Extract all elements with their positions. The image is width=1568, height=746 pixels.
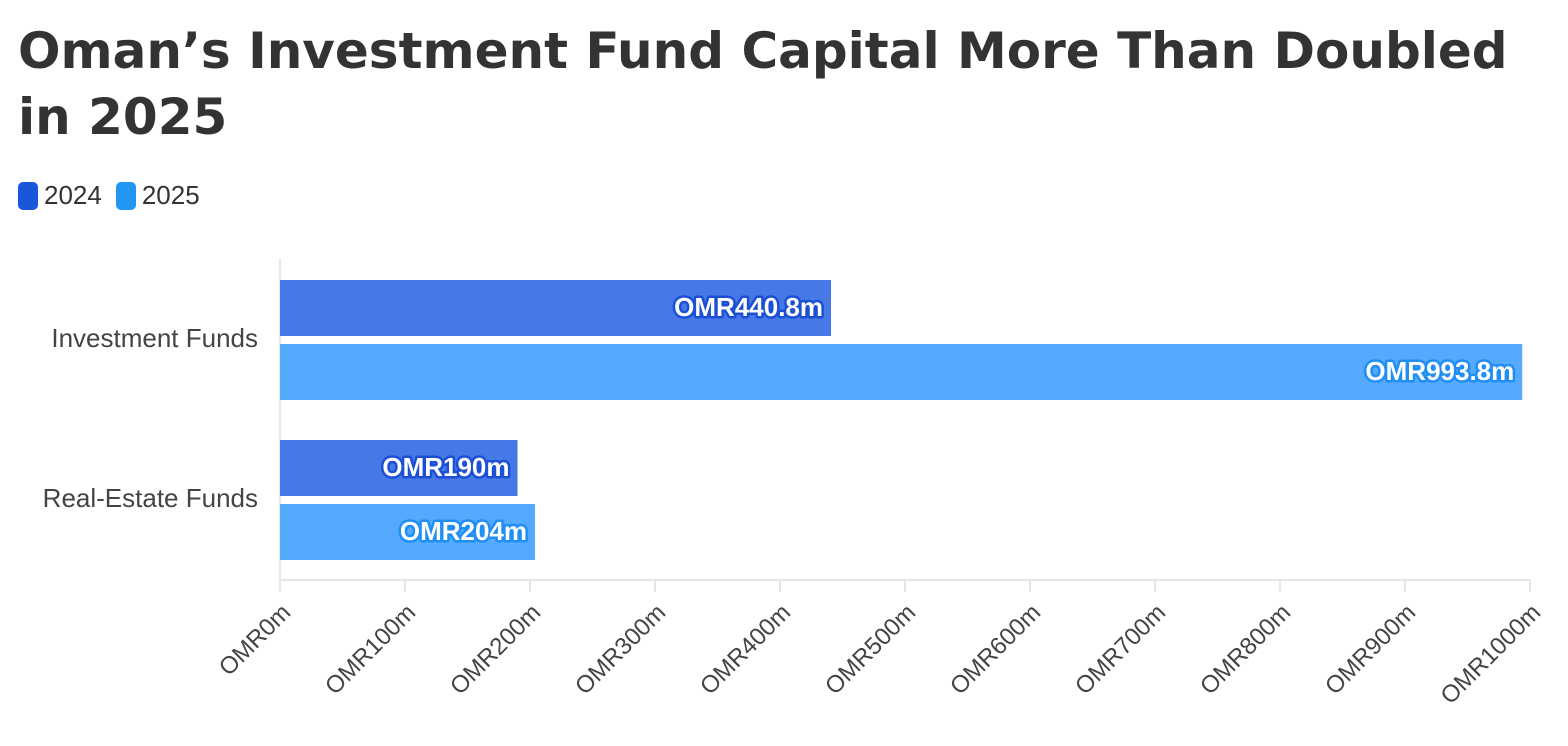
data-label: OMR993.8m — [1365, 356, 1514, 386]
category-label: Real-Estate Funds — [43, 483, 258, 513]
legend-item-2024[interactable]: 2024 — [18, 180, 102, 211]
chart-title: Oman’s Investment Fund Capital More Than… — [18, 22, 1508, 146]
category-label: Investment Funds — [51, 323, 258, 353]
data-label: OMR190m — [382, 452, 509, 482]
bar-2024-0[interactable] — [280, 280, 831, 336]
legend-swatch-2025 — [115, 181, 136, 210]
x-tick-label: OMR300m — [570, 599, 671, 700]
legend-item-2025[interactable]: 2025 — [115, 180, 200, 211]
legend-swatch-2024 — [18, 181, 38, 210]
legend: 2024 2025 — [18, 180, 200, 211]
x-tick-label: OMR800m — [1195, 599, 1296, 700]
x-tick-label: OMR600m — [945, 599, 1046, 700]
bar-2025-0[interactable] — [280, 344, 1523, 400]
bar-2025-1[interactable] — [280, 504, 535, 560]
data-label: OMR440.8m — [674, 292, 823, 322]
x-tick-label: OMR100m — [320, 599, 421, 700]
x-tick-label: OMR0m — [214, 599, 296, 681]
x-tick-label: OMR200m — [445, 599, 546, 700]
legend-label-2025: 2025 — [141, 180, 200, 210]
x-tick-label: OMR700m — [1070, 599, 1171, 700]
x-tick-label: OMR500m — [820, 599, 921, 700]
legend-label-2024: 2024 — [44, 180, 102, 210]
x-tick-label: OMR900m — [1320, 599, 1421, 700]
data-label: OMR204m — [400, 516, 527, 546]
x-tick-label: OMR400m — [695, 599, 796, 700]
bar-2024-1[interactable] — [280, 440, 518, 496]
x-tick-label: OMR1000m — [1436, 599, 1547, 710]
